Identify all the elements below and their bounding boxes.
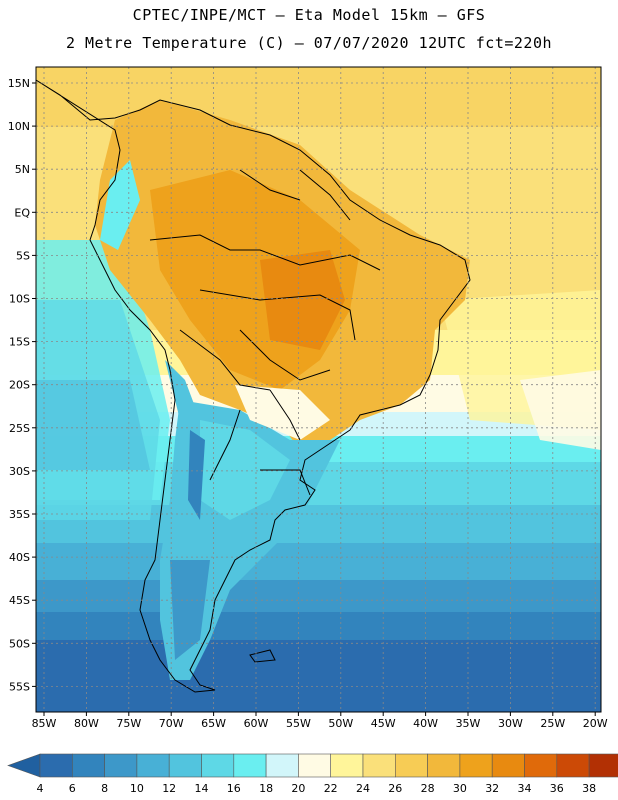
- longitude-axis: 85W 80W 75W 70W 65W 60W 55W 50W 45W 40W 35W 30W 25W 2…: [32, 712, 608, 730]
- title-line-1: CPTEC/INPE/MCT – Eta Model 15km – GFS: [132, 6, 486, 24]
- colorbar-label: 34: [518, 782, 532, 795]
- lat-lon-grid: [36, 67, 601, 712]
- lat-label: 25S: [9, 422, 30, 435]
- lon-label: 35W: [456, 717, 481, 730]
- colorbar-swatch: [265, 753, 299, 778]
- title-line-2: 2 Metre Temperature (C) – 07/07/2020 12U…: [65, 34, 553, 52]
- temperature-field: [36, 67, 601, 712]
- lon-label: 20W: [583, 717, 608, 730]
- colorbar-label: 4: [37, 782, 44, 795]
- lon-label: 65W: [201, 717, 226, 730]
- lon-label: 75W: [116, 717, 141, 730]
- lon-label: 55W: [286, 717, 311, 730]
- lat-label: 20S: [9, 379, 30, 392]
- colorbar-label: 8: [101, 782, 108, 795]
- colorbar-swatch: [556, 753, 590, 778]
- lat-label: 5N: [15, 163, 30, 176]
- lat-label: 35S: [9, 508, 30, 521]
- colorbar-label: 20: [291, 782, 305, 795]
- colorbar-label: 22: [324, 782, 338, 795]
- colorbar-swatch: [201, 753, 235, 778]
- colorbar-label: 24: [356, 782, 370, 795]
- colorbar-swatch: [136, 753, 170, 778]
- lat-label: 50S: [9, 637, 30, 650]
- colorbar-label: 18: [259, 782, 273, 795]
- colorbar-swatch: [39, 753, 73, 778]
- colorbar: 4 6 8 10 12 14 16 18 20 22 24 26 28 30 32 34 36 38: [7, 753, 618, 795]
- colorbar-swatch: [524, 753, 558, 778]
- lat-label: 40S: [9, 551, 30, 564]
- colorbar-swatch: [233, 753, 267, 778]
- lon-label: 50W: [328, 717, 353, 730]
- lat-label: 15N: [8, 77, 30, 90]
- map-frame: [35, 66, 602, 713]
- lon-label: 70W: [159, 717, 184, 730]
- colorbar-label: 6: [69, 782, 76, 795]
- lon-label: 30W: [498, 717, 523, 730]
- colorbar-swatch: [459, 753, 493, 778]
- lon-label: 60W: [244, 717, 269, 730]
- colorbar-swatch: [491, 753, 525, 778]
- lon-label: 80W: [74, 717, 99, 730]
- latitude-axis: 15N 10N 5N EQ 5S 10S 15S 20S 25S 30S 35S 40S 45S 50S 5…: [8, 77, 36, 693]
- colorbar-label: 36: [550, 782, 564, 795]
- lat-label: EQ: [14, 206, 30, 219]
- lat-label: 10S: [9, 293, 30, 306]
- colorbar-swatch: [362, 753, 396, 778]
- colorbar-label: 28: [421, 782, 435, 795]
- colorbar-label: 32: [485, 782, 499, 795]
- colorbar-label: 16: [227, 782, 241, 795]
- lat-label: 55S: [9, 680, 30, 693]
- colorbar-swatch: [104, 753, 138, 778]
- coastlines: [36, 79, 471, 693]
- colorbar-label: 30: [453, 782, 467, 795]
- lat-label: 15S: [9, 336, 30, 349]
- colorbar-label: 12: [162, 782, 176, 795]
- lon-label: 40W: [413, 717, 438, 730]
- colorbar-label: 38: [582, 782, 596, 795]
- colorbar-swatch: [72, 753, 105, 778]
- lon-label: 85W: [32, 717, 57, 730]
- lat-label: 10N: [8, 120, 30, 133]
- colorbar-label: 14: [195, 782, 209, 795]
- colorbar-swatch: [330, 753, 364, 778]
- lon-label: 45W: [371, 717, 396, 730]
- colorbar-label: 10: [130, 782, 144, 795]
- colorbar-swatch: [394, 753, 428, 778]
- lat-label: 30S: [9, 465, 30, 478]
- lat-label: 45S: [9, 594, 30, 607]
- lon-label: 25W: [540, 717, 565, 730]
- colorbar-low-arrow: [7, 753, 41, 778]
- colorbar-swatch: [168, 753, 202, 778]
- colorbar-swatch: [588, 753, 618, 778]
- colorbar-label: 26: [388, 782, 402, 795]
- lat-label: 5S: [16, 249, 30, 262]
- colorbar-swatch: [427, 753, 461, 778]
- colorbar-swatch: [298, 753, 331, 778]
